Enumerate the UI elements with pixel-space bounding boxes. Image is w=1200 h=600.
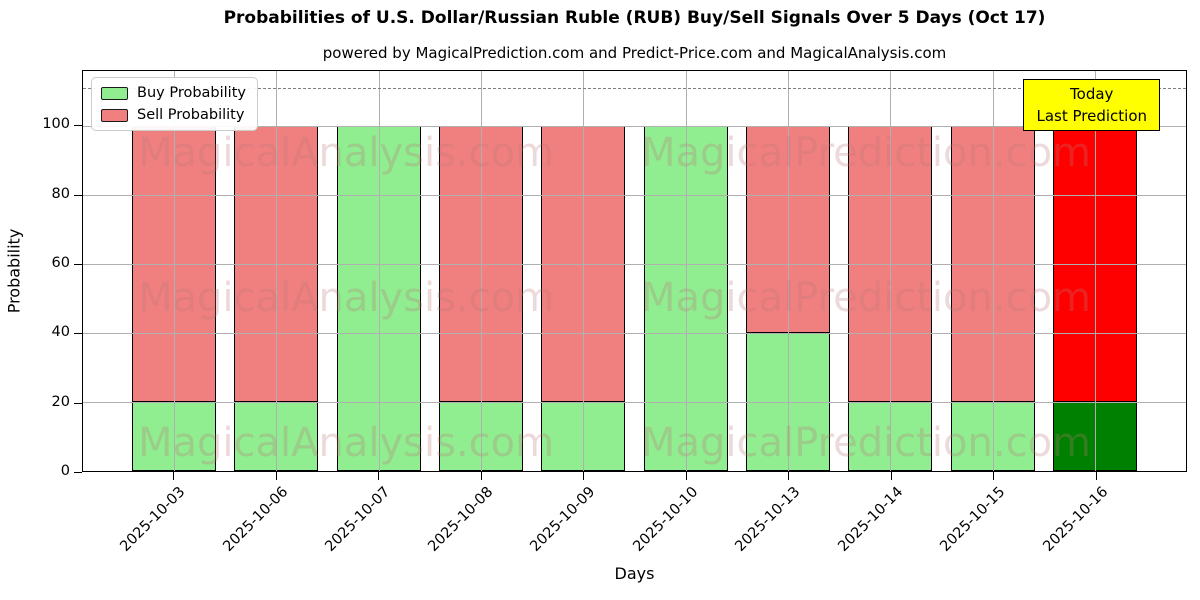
- v-gridline: [276, 71, 278, 471]
- y-tick-label: 100: [42, 116, 70, 133]
- sell-color-swatch: [101, 108, 128, 122]
- y-tick-mark: [74, 333, 82, 335]
- h-gridline-100: [83, 126, 1186, 128]
- x-axis-label: Days: [614, 564, 655, 583]
- y-tick-mark: [74, 402, 82, 404]
- h-gridline-80: [83, 195, 1186, 197]
- chart-subtitle: powered by MagicalPrediction.com and Pre…: [322, 44, 947, 62]
- x-tick-label: 2025-10-03: [117, 484, 189, 555]
- v-gridline: [583, 71, 585, 471]
- x-tick-mark: [480, 472, 482, 480]
- chart-title: Probabilities of U.S. Dollar/Russian Rub…: [223, 8, 1046, 28]
- x-tick-label: 2025-10-14: [835, 484, 907, 555]
- v-gridline: [1094, 71, 1096, 471]
- x-tick-mark: [173, 472, 175, 480]
- v-gridline: [481, 71, 483, 471]
- x-tick-label: 2025-10-09: [527, 484, 599, 555]
- y-tick-label: 0: [60, 463, 70, 479]
- legend-label-buy: Buy Probability: [137, 85, 246, 101]
- legend-item-sell: Sell Probability: [101, 107, 246, 123]
- v-gridline: [992, 71, 994, 471]
- v-gridline: [685, 71, 687, 471]
- buy-color-swatch: [101, 86, 128, 100]
- x-tick-mark: [583, 472, 585, 480]
- y-tick-label: 80: [51, 185, 70, 202]
- y-tick-mark: [74, 264, 82, 266]
- dashed-threshold-line: [83, 88, 1186, 90]
- y-tick-label: 20: [51, 393, 70, 410]
- y-tick-mark: [74, 472, 82, 473]
- x-tick-label: 2025-10-06: [220, 484, 292, 555]
- v-gridline: [890, 71, 892, 471]
- today-annotation-line1: Today: [1070, 85, 1114, 103]
- buy-segment: [643, 126, 728, 471]
- plot-area: Buy Probability Sell Probability Today L…: [82, 70, 1187, 472]
- bar-2025-10-10: [643, 71, 728, 471]
- y-tick-mark: [74, 125, 82, 127]
- x-tick-label: 2025-10-13: [732, 484, 804, 555]
- h-gridline-20: [83, 402, 1186, 404]
- x-tick-mark: [993, 472, 995, 480]
- h-gridline-60: [83, 264, 1186, 266]
- x-tick-label: 2025-10-07: [322, 484, 394, 555]
- y-tick-label: 40: [51, 324, 70, 341]
- today-annotation: Today Last Prediction: [1023, 79, 1160, 131]
- x-tick-mark: [378, 472, 380, 480]
- v-gridline: [174, 71, 176, 471]
- legend: Buy Probability Sell Probability: [91, 77, 258, 131]
- x-tick-mark: [1095, 472, 1097, 480]
- buy-segment: [848, 402, 933, 471]
- today-annotation-line2: Last Prediction: [1036, 107, 1147, 125]
- x-tick-label: 2025-10-08: [425, 484, 497, 555]
- v-gridline: [378, 71, 380, 471]
- x-tick-mark: [788, 472, 790, 480]
- x-tick-mark: [275, 472, 277, 480]
- legend-label-sell: Sell Probability: [137, 107, 245, 123]
- x-tick-label: 2025-10-10: [630, 484, 702, 555]
- x-tick-label: 2025-10-16: [1040, 484, 1112, 555]
- x-tick-mark: [890, 472, 892, 480]
- y-tick-label: 60: [51, 255, 70, 272]
- legend-item-buy: Buy Probability: [101, 85, 246, 101]
- buy-segment: [950, 402, 1035, 471]
- x-tick-mark: [685, 472, 687, 480]
- x-tick-label: 2025-10-15: [937, 484, 1009, 555]
- v-gridline: [787, 71, 789, 471]
- h-gridline-40: [83, 333, 1186, 335]
- y-tick-mark: [74, 194, 82, 196]
